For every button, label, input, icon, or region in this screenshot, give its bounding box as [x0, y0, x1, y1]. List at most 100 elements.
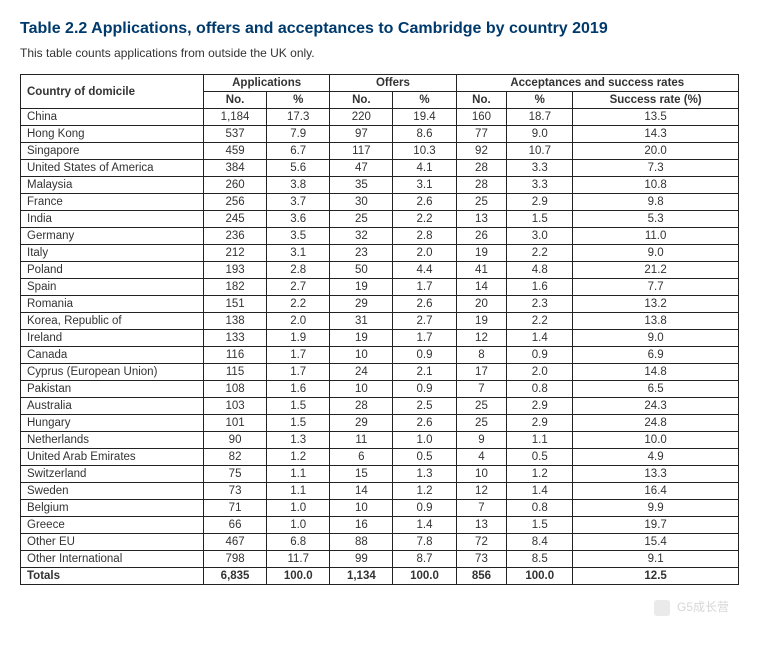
- cell-acc-pct: 8.5: [507, 551, 573, 568]
- cell-success: 7.3: [573, 160, 739, 177]
- cell-off-pct: 2.6: [393, 415, 456, 432]
- cell-country: Belgium: [21, 500, 204, 517]
- cell-acc-pct: 0.9: [507, 347, 573, 364]
- table-row: Hungary 101 1.5 29 2.6 25 2.9 24.8: [21, 415, 739, 432]
- cell-app-no: 1,184: [204, 109, 267, 126]
- table-row: Other EU 467 6.8 88 7.8 72 8.4 15.4: [21, 534, 739, 551]
- cell-acc-pct: 10.7: [507, 143, 573, 160]
- cell-success: 20.0: [573, 143, 739, 160]
- cell-off-pct: 2.2: [393, 211, 456, 228]
- cell-app-pct: 1.3: [267, 432, 330, 449]
- cell-totals-acc-no: 856: [456, 568, 507, 585]
- cell-off-pct: 2.7: [393, 313, 456, 330]
- cell-country: Hungary: [21, 415, 204, 432]
- cell-app-pct: 1.9: [267, 330, 330, 347]
- cell-country: Switzerland: [21, 466, 204, 483]
- cell-acc-no: 28: [456, 177, 507, 194]
- cell-app-pct: 1.6: [267, 381, 330, 398]
- cell-acc-no: 92: [456, 143, 507, 160]
- cell-off-no: 28: [330, 398, 393, 415]
- table-row: Switzerland 75 1.1 15 1.3 10 1.2 13.3: [21, 466, 739, 483]
- cell-country: Cyprus (European Union): [21, 364, 204, 381]
- cell-off-pct: 0.9: [393, 381, 456, 398]
- cell-country: Australia: [21, 398, 204, 415]
- totals-row: Totals 6,835 100.0 1,134 100.0 856 100.0…: [21, 568, 739, 585]
- cell-country: Pakistan: [21, 381, 204, 398]
- cell-totals-off-no: 1,134: [330, 568, 393, 585]
- cell-off-no: 32: [330, 228, 393, 245]
- cell-acc-no: 41: [456, 262, 507, 279]
- cell-country: United Arab Emirates: [21, 449, 204, 466]
- watermark-text: G5成长营: [677, 600, 729, 614]
- cell-acc-pct: 18.7: [507, 109, 573, 126]
- cell-app-no: 182: [204, 279, 267, 296]
- cell-acc-no: 77: [456, 126, 507, 143]
- cell-off-no: 30: [330, 194, 393, 211]
- cell-acc-no: 7: [456, 500, 507, 517]
- cell-app-no: 133: [204, 330, 267, 347]
- cell-success: 14.8: [573, 364, 739, 381]
- cell-off-no: 35: [330, 177, 393, 194]
- cell-app-no: 212: [204, 245, 267, 262]
- cell-app-pct: 2.8: [267, 262, 330, 279]
- data-table: Country of domicile Applications Offers …: [20, 74, 739, 585]
- cell-acc-no: 28: [456, 160, 507, 177]
- table-row: France 256 3.7 30 2.6 25 2.9 9.8: [21, 194, 739, 211]
- cell-off-no: 29: [330, 296, 393, 313]
- cell-off-no: 15: [330, 466, 393, 483]
- cell-success: 11.0: [573, 228, 739, 245]
- cell-acc-pct: 2.2: [507, 313, 573, 330]
- cell-acc-no: 14: [456, 279, 507, 296]
- cell-app-no: 73: [204, 483, 267, 500]
- cell-app-pct: 1.0: [267, 517, 330, 534]
- cell-country: Greece: [21, 517, 204, 534]
- cell-success: 7.7: [573, 279, 739, 296]
- cell-success: 21.2: [573, 262, 739, 279]
- header-row-1: Country of domicile Applications Offers …: [21, 75, 739, 92]
- table-row: United Arab Emirates 82 1.2 6 0.5 4 0.5 …: [21, 449, 739, 466]
- cell-app-pct: 2.0: [267, 313, 330, 330]
- cell-country: Singapore: [21, 143, 204, 160]
- table-row: Romania 151 2.2 29 2.6 20 2.3 13.2: [21, 296, 739, 313]
- table-row: Poland 193 2.8 50 4.4 41 4.8 21.2: [21, 262, 739, 279]
- cell-app-no: 151: [204, 296, 267, 313]
- cell-off-no: 24: [330, 364, 393, 381]
- cell-acc-no: 12: [456, 483, 507, 500]
- cell-acc-no: 12: [456, 330, 507, 347]
- cell-acc-pct: 1.2: [507, 466, 573, 483]
- table-row: Canada 116 1.7 10 0.9 8 0.9 6.9: [21, 347, 739, 364]
- cell-off-pct: 2.5: [393, 398, 456, 415]
- cell-off-no: 47: [330, 160, 393, 177]
- table-row: Germany 236 3.5 32 2.8 26 3.0 11.0: [21, 228, 739, 245]
- cell-app-pct: 11.7: [267, 551, 330, 568]
- table-row: Ireland 133 1.9 19 1.7 12 1.4 9.0: [21, 330, 739, 347]
- cell-app-no: 101: [204, 415, 267, 432]
- cell-country: China: [21, 109, 204, 126]
- header-app-pct: %: [267, 92, 330, 109]
- cell-off-no: 99: [330, 551, 393, 568]
- header-acceptances: Acceptances and success rates: [456, 75, 738, 92]
- cell-off-pct: 2.1: [393, 364, 456, 381]
- header-success: Success rate (%): [573, 92, 739, 109]
- cell-app-no: 116: [204, 347, 267, 364]
- cell-app-pct: 2.2: [267, 296, 330, 313]
- cell-off-pct: 1.0: [393, 432, 456, 449]
- table-row: Korea, Republic of 138 2.0 31 2.7 19 2.2…: [21, 313, 739, 330]
- cell-acc-pct: 0.8: [507, 381, 573, 398]
- cell-success: 10.8: [573, 177, 739, 194]
- cell-off-no: 6: [330, 449, 393, 466]
- table-row: United States of America 384 5.6 47 4.1 …: [21, 160, 739, 177]
- cell-acc-pct: 1.4: [507, 330, 573, 347]
- cell-acc-pct: 0.8: [507, 500, 573, 517]
- cell-app-pct: 1.7: [267, 347, 330, 364]
- cell-off-no: 117: [330, 143, 393, 160]
- cell-success: 16.4: [573, 483, 739, 500]
- cell-acc-pct: 1.4: [507, 483, 573, 500]
- header-app-no: No.: [204, 92, 267, 109]
- cell-acc-pct: 3.3: [507, 177, 573, 194]
- cell-totals-label: Totals: [21, 568, 204, 585]
- cell-country: Italy: [21, 245, 204, 262]
- cell-success: 4.9: [573, 449, 739, 466]
- cell-acc-pct: 0.5: [507, 449, 573, 466]
- cell-success: 15.4: [573, 534, 739, 551]
